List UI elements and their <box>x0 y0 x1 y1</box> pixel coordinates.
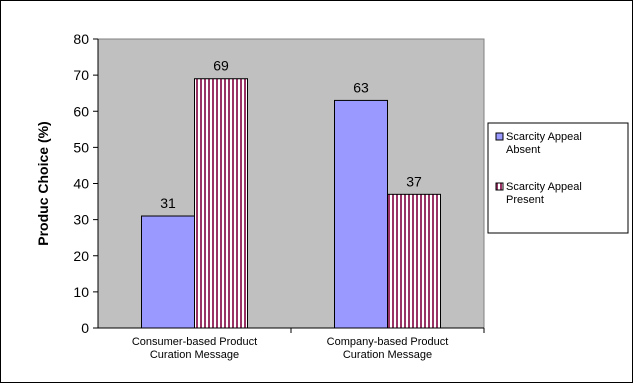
legend-swatch <box>495 182 504 191</box>
y-tick-label: 0 <box>81 320 89 336</box>
y-tick-label: 20 <box>73 248 89 264</box>
legend-label: Scarcity Appeal Present <box>506 181 582 206</box>
bar <box>194 78 248 329</box>
data-label: 31 <box>160 195 176 211</box>
data-label: 63 <box>353 79 369 95</box>
legend-box <box>487 122 629 234</box>
y-tick-label: 70 <box>73 67 89 83</box>
y-axis-label: Produc Choice (%) <box>35 121 51 245</box>
legend-label: Scarcity Appeal Absent <box>506 131 582 156</box>
data-label: 37 <box>406 173 422 189</box>
bar <box>387 193 441 329</box>
bar <box>141 215 195 329</box>
y-tick-label: 10 <box>73 284 89 300</box>
y-tick-label: 50 <box>73 139 89 155</box>
y-tick-label: 60 <box>73 103 89 119</box>
data-label: 69 <box>213 58 229 74</box>
x-category-label: Company-based Product Curation Message <box>327 336 449 361</box>
legend-swatch <box>495 132 504 141</box>
y-tick-label: 80 <box>73 31 89 47</box>
y-tick-label: 40 <box>73 176 89 192</box>
x-category-label: Consumer-based Product Curation Message <box>132 336 257 361</box>
bar <box>334 99 388 329</box>
y-tick-label: 30 <box>73 212 89 228</box>
